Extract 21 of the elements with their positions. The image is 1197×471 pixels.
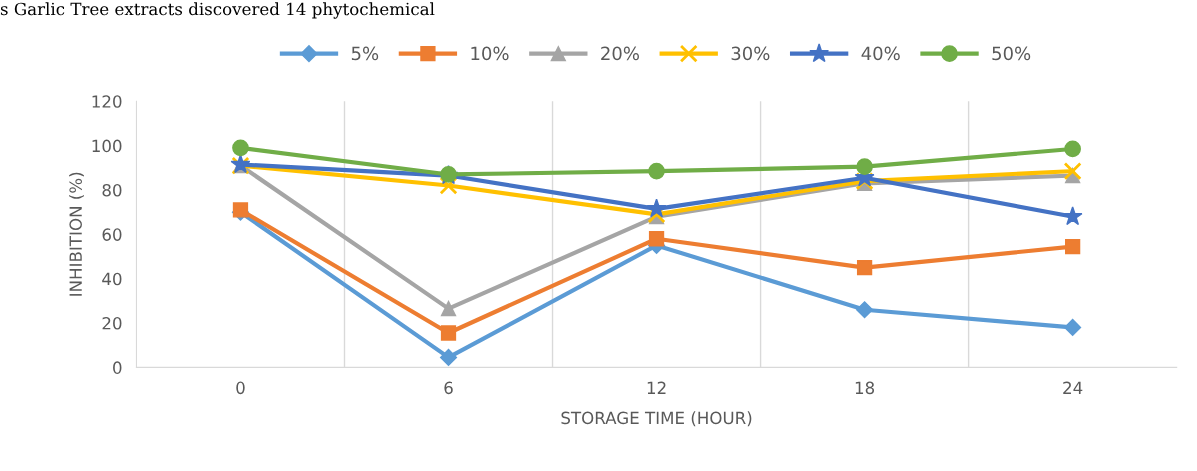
legend-label: 20% bbox=[601, 46, 639, 61]
x-tick-label: 24 bbox=[1063, 381, 1083, 394]
y-axis-title: INHIBITION (%) bbox=[69, 172, 84, 296]
text: s Garlic Tree extracts discovered 14 phytochemical bbox=[0, 2, 435, 19]
y-tick-label: 40 bbox=[102, 272, 122, 286]
legend-label: 5% bbox=[351, 46, 379, 61]
y-tick-label: 120 bbox=[92, 95, 122, 108]
x-tick-label: 0 bbox=[236, 381, 245, 395]
y-tick-label: 60 bbox=[102, 228, 122, 241]
x-tick-label: 6 bbox=[444, 381, 453, 395]
legend-label: 40% bbox=[861, 46, 900, 61]
y-tick-label: 20 bbox=[102, 316, 122, 330]
x-axis-title: STORAGE TIME (HOUR) bbox=[561, 411, 752, 427]
y-tick-label: 80 bbox=[102, 183, 122, 197]
legend-label: 50% bbox=[992, 46, 1031, 61]
y-tick-label: 100 bbox=[92, 139, 122, 153]
x-tick-label: 12 bbox=[647, 381, 666, 394]
legend-label: 30% bbox=[731, 46, 770, 61]
y-tick-label: 0 bbox=[113, 361, 122, 374]
x-tick-label: 18 bbox=[855, 381, 875, 395]
legend-label: 10% bbox=[471, 46, 509, 61]
